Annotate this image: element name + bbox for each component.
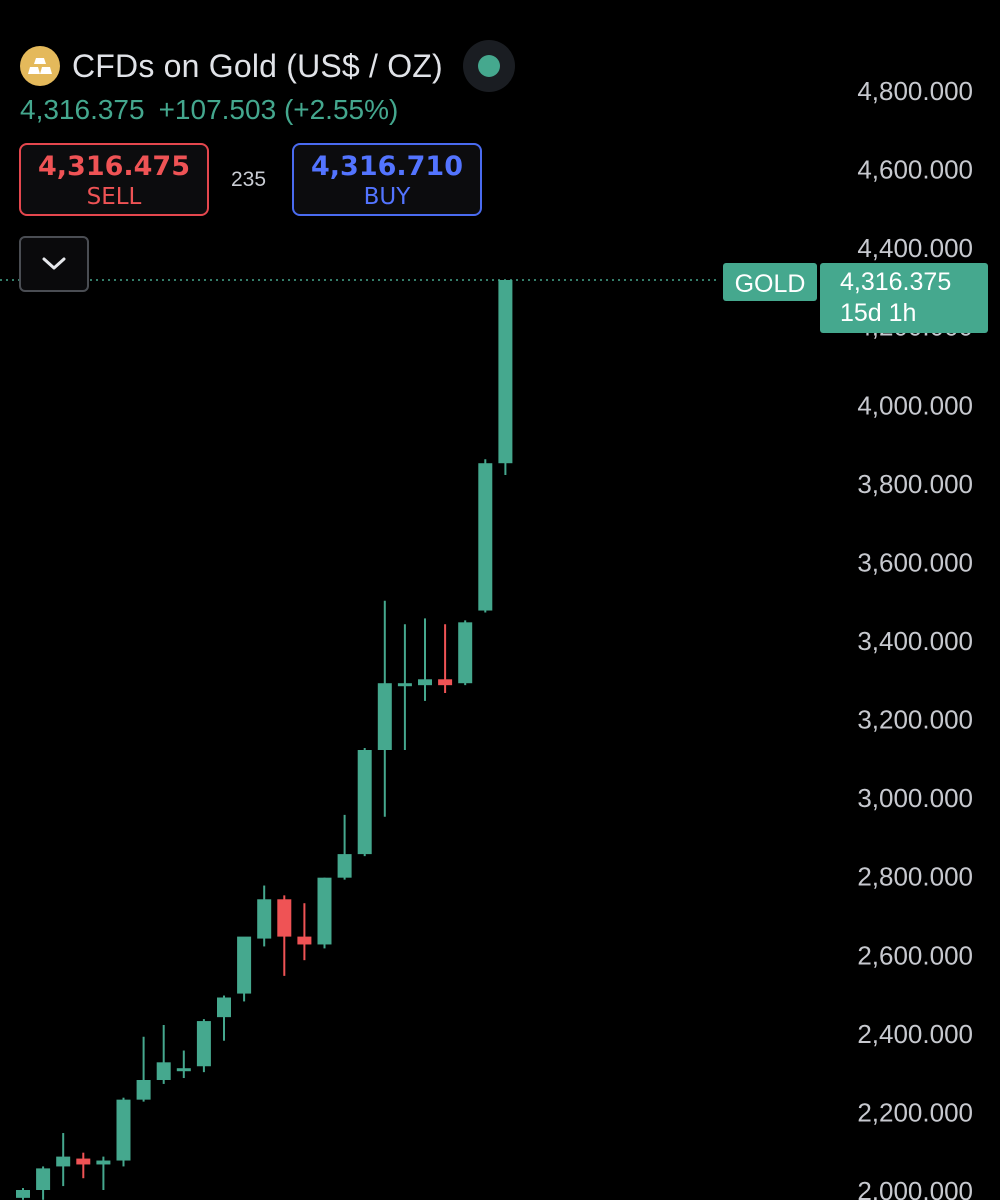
y-axis-tick-label: 3,200.000 bbox=[857, 705, 973, 735]
candle-body bbox=[56, 1156, 71, 1167]
candle-body bbox=[377, 683, 392, 750]
symbol-tag bbox=[723, 263, 817, 301]
chevron-down-icon bbox=[42, 257, 66, 270]
candle[interactable] bbox=[16, 1188, 30, 1200]
price-tag-value: 4,316.375 bbox=[840, 268, 951, 296]
collapse-button[interactable] bbox=[19, 236, 89, 292]
candle-body bbox=[257, 899, 272, 939]
candle-body bbox=[357, 750, 372, 855]
symbol-tag-label: GOLD bbox=[735, 270, 806, 298]
y-axis-tick-label: 2,400.000 bbox=[857, 1019, 973, 1049]
last-price: 4,316.375 bbox=[20, 94, 145, 125]
candle-body bbox=[217, 997, 231, 1018]
candle[interactable] bbox=[458, 620, 473, 686]
candle-body bbox=[76, 1158, 91, 1165]
candle[interactable] bbox=[498, 279, 513, 475]
sell-price: 4,316.475 bbox=[37, 151, 191, 182]
y-axis-tick-label: 2,600.000 bbox=[857, 940, 973, 970]
y-axis-tick-label: 3,000.000 bbox=[857, 783, 973, 813]
buy-button[interactable]: 4,316.710 BUY bbox=[292, 143, 482, 216]
y-axis-tick-label: 2,800.000 bbox=[857, 862, 973, 892]
candle-body bbox=[397, 683, 412, 687]
quote-row: 4,316.375 +107.503 (+2.55%) bbox=[20, 94, 398, 126]
candle-body bbox=[156, 1062, 171, 1080]
candle-body bbox=[237, 936, 252, 994]
candle[interactable] bbox=[136, 1036, 151, 1102]
buy-price: 4,316.710 bbox=[310, 151, 464, 182]
candle[interactable] bbox=[116, 1097, 131, 1167]
price-change-pct: (+2.55%) bbox=[283, 94, 399, 125]
gold-bars-icon bbox=[20, 46, 60, 86]
candle[interactable] bbox=[438, 624, 453, 694]
instrument-title[interactable]: CFDs on Gold (US$ / OZ) bbox=[72, 47, 443, 84]
y-axis-tick-label: 4,000.000 bbox=[857, 390, 973, 420]
candle[interactable] bbox=[96, 1156, 111, 1190]
candle[interactable] bbox=[56, 1133, 71, 1187]
candle-body bbox=[418, 679, 432, 686]
candle[interactable] bbox=[317, 877, 332, 949]
candle-body bbox=[176, 1068, 191, 1072]
candle-body bbox=[36, 1168, 51, 1190]
y-axis-tick-label: 2,200.000 bbox=[857, 1097, 973, 1127]
candle[interactable] bbox=[397, 624, 412, 750]
candle[interactable] bbox=[357, 748, 372, 857]
candle[interactable] bbox=[418, 618, 432, 701]
candle[interactable] bbox=[36, 1166, 51, 1200]
candle-body bbox=[16, 1190, 30, 1198]
candle[interactable] bbox=[176, 1050, 191, 1079]
candle-body bbox=[438, 679, 453, 686]
price-tag bbox=[820, 263, 988, 333]
candle-body bbox=[317, 877, 332, 945]
candle-body bbox=[337, 854, 352, 878]
buy-label: BUY bbox=[363, 184, 411, 210]
candle[interactable] bbox=[297, 903, 312, 961]
candle[interactable] bbox=[156, 1025, 171, 1084]
candle[interactable] bbox=[76, 1152, 91, 1179]
candle[interactable] bbox=[237, 936, 252, 1002]
y-axis-tick-label: 4,800.000 bbox=[857, 76, 973, 106]
candle[interactable] bbox=[277, 895, 292, 976]
y-axis-tick-label: 3,600.000 bbox=[857, 547, 973, 577]
candle-body bbox=[116, 1099, 131, 1161]
price-change: +107.503 (+2.55%) bbox=[159, 94, 399, 126]
candle-body bbox=[498, 279, 513, 464]
instrument-header: CFDs on Gold (US$ / OZ) bbox=[20, 40, 515, 92]
sell-label: SELL bbox=[86, 184, 142, 210]
candle[interactable] bbox=[217, 995, 231, 1041]
y-axis-tick-label: 4,400.000 bbox=[857, 233, 973, 263]
candle-body bbox=[297, 936, 312, 945]
candle-body bbox=[136, 1080, 151, 1100]
price-tag-countdown: 15d 1h bbox=[840, 299, 916, 327]
candle-body bbox=[458, 622, 473, 684]
candle-body bbox=[96, 1160, 111, 1165]
y-axis-tick-label: 3,800.000 bbox=[857, 469, 973, 499]
y-axis-tick-label: 2,000.000 bbox=[857, 1176, 973, 1200]
candle-body bbox=[196, 1021, 211, 1067]
market-status-indicator[interactable] bbox=[462, 40, 515, 92]
market-open-dot-icon bbox=[477, 55, 500, 77]
candle[interactable] bbox=[196, 1019, 211, 1073]
y-axis-tick-label: 4,600.000 bbox=[857, 155, 973, 185]
candle[interactable] bbox=[478, 459, 493, 613]
candle-body bbox=[478, 463, 493, 611]
price-change-abs: +107.503 bbox=[158, 94, 277, 125]
y-axis-tick-label: 3,400.000 bbox=[857, 626, 973, 656]
candle-body bbox=[277, 899, 292, 937]
candle[interactable] bbox=[377, 600, 392, 817]
spread-value: 235 bbox=[231, 168, 267, 191]
sell-button[interactable]: 4,316.475 SELL bbox=[19, 143, 209, 216]
candle[interactable] bbox=[257, 885, 272, 947]
candle[interactable] bbox=[337, 814, 352, 880]
